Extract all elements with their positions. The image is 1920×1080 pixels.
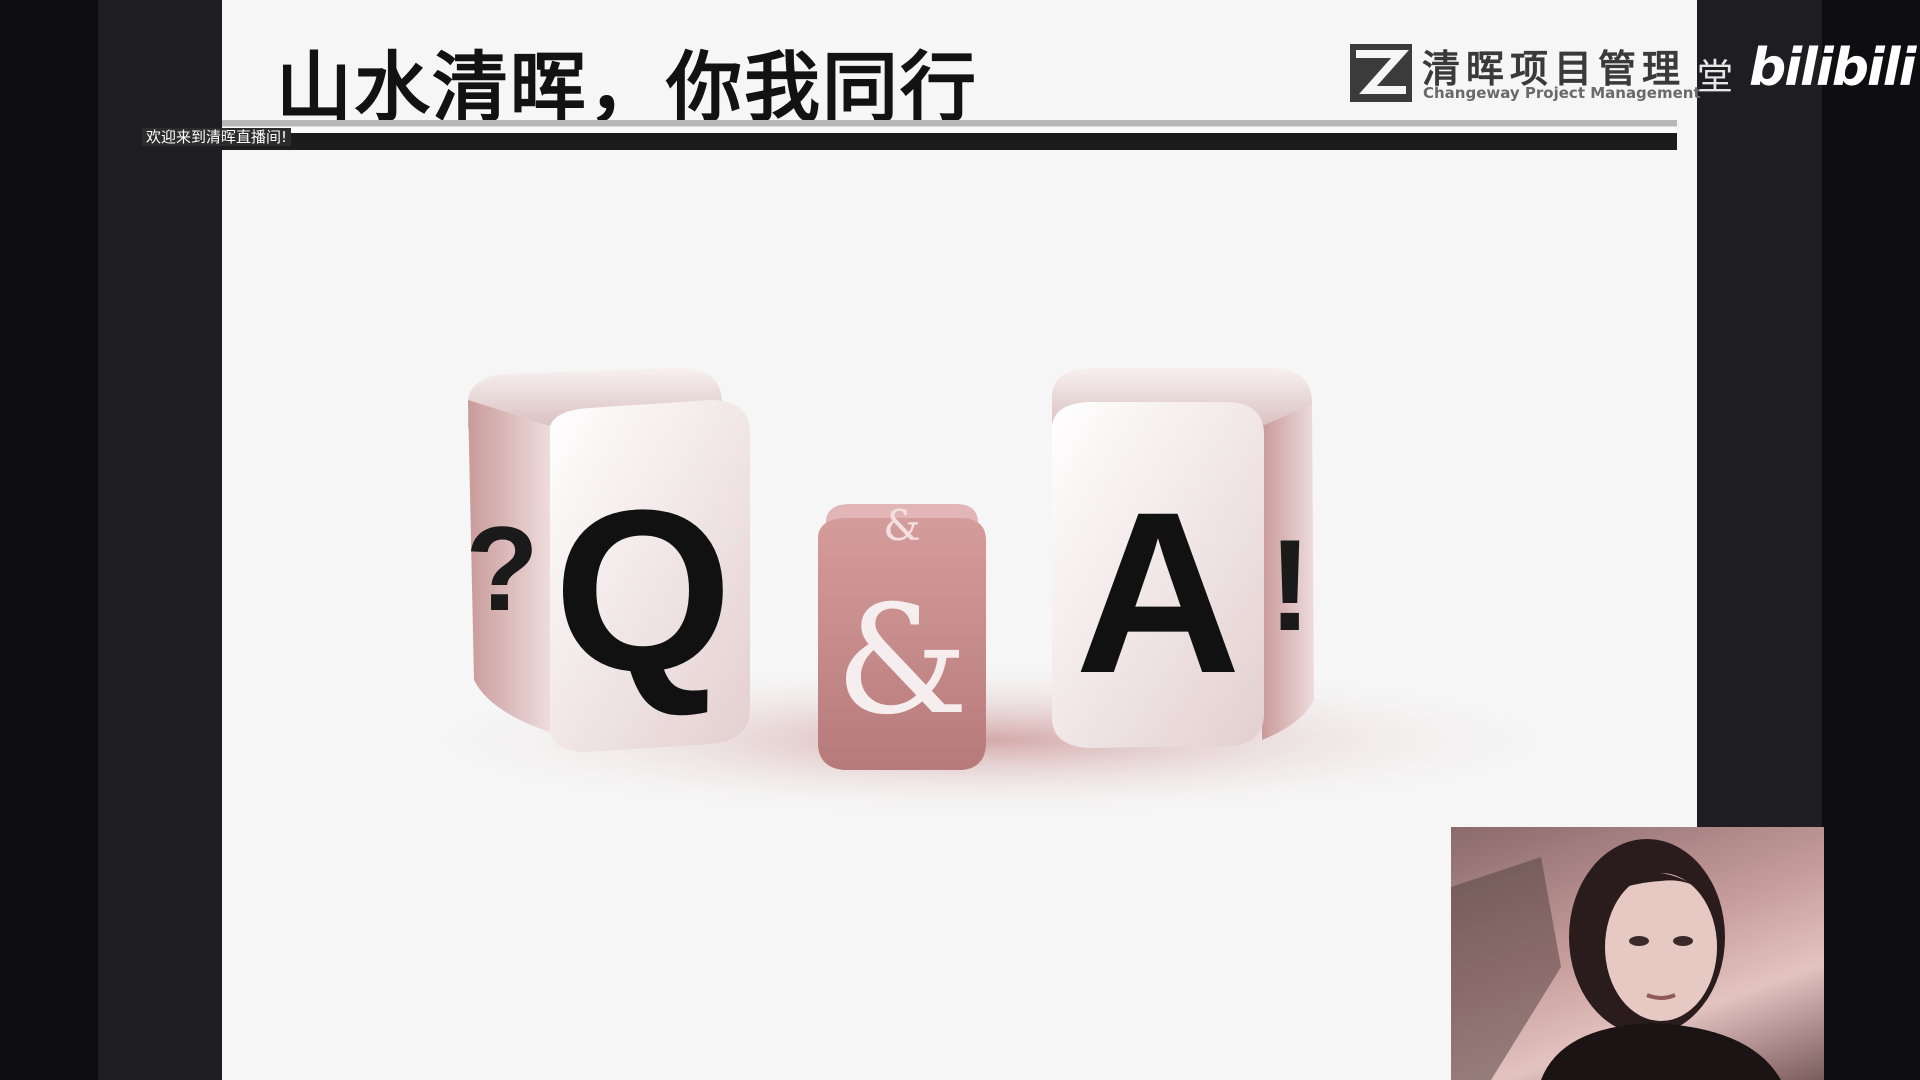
a-die: A ! bbox=[1052, 368, 1314, 748]
ampersand-face: & bbox=[835, 574, 969, 748]
bilibili-logo: bilibili bbox=[1749, 38, 1916, 98]
changeway-logo-icon bbox=[1350, 44, 1412, 102]
qa-dice-illustration: Q ? & & A ! bbox=[390, 368, 1590, 820]
company-logo: 清晖项目管理 Changeway Project Management bbox=[1350, 40, 1701, 106]
brand-subtitle: Changeway Project Management bbox=[1423, 84, 1701, 102]
a-letter: A bbox=[1075, 464, 1241, 721]
presentation-slide: 山水清晖，你我同行 清晖项目管理 Changeway Project Manag… bbox=[222, 0, 1701, 1080]
ampersand-top: & bbox=[883, 501, 920, 550]
watermark-prefix: 堂 bbox=[1697, 57, 1734, 98]
left-dark-margin bbox=[98, 0, 222, 1080]
welcome-banner: 欢迎来到清晖直播间! bbox=[142, 128, 292, 146]
exclamation-side: ! bbox=[1268, 512, 1311, 658]
brand-name: 清晖项目管理 bbox=[1422, 47, 1687, 91]
q-die: Q ? bbox=[465, 368, 750, 752]
slide-title: 山水清晖，你我同行 bbox=[276, 43, 978, 132]
q-letter: Q bbox=[554, 462, 733, 719]
presenter-webcam bbox=[1451, 827, 1824, 1080]
title-divider bbox=[222, 120, 1677, 150]
bilibili-watermark: 堂 bilibili bbox=[1697, 38, 1916, 104]
question-mark-side: ? bbox=[465, 502, 538, 636]
presenter-silhouette bbox=[1451, 839, 1781, 1080]
ampersand-die: & & bbox=[818, 501, 986, 770]
